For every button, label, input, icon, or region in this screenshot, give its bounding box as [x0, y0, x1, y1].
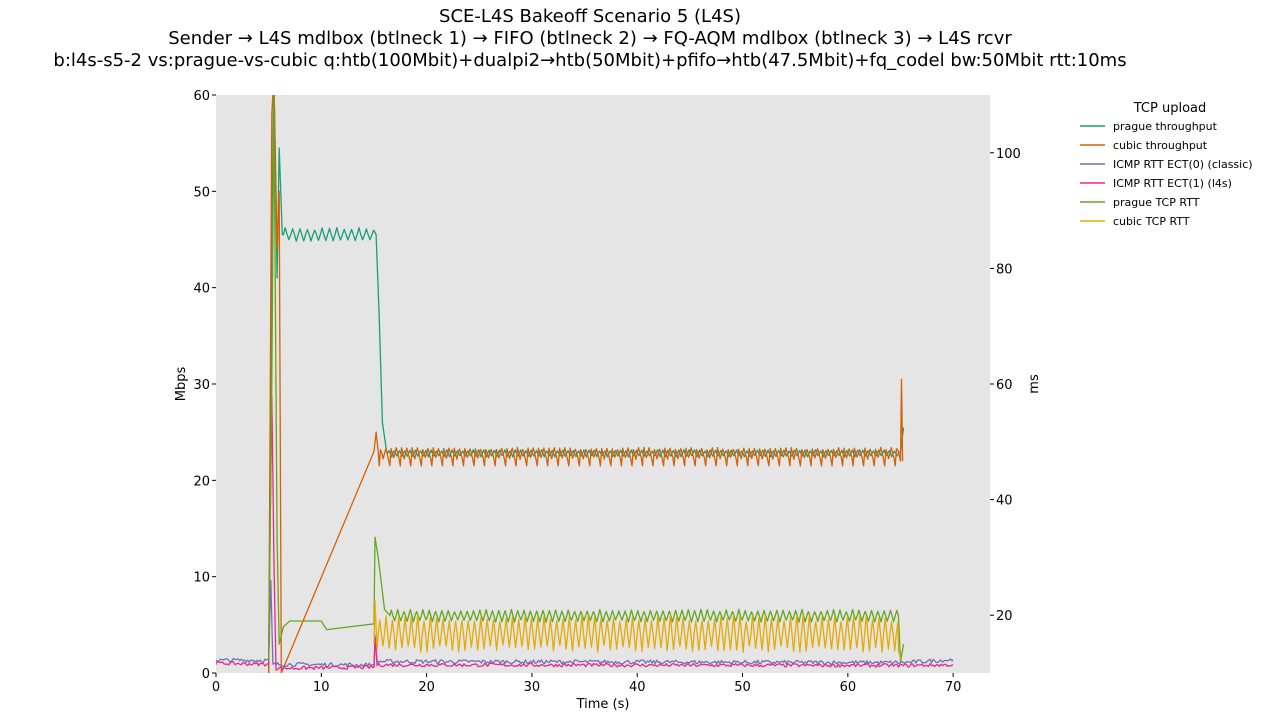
x-tick-label: 0: [212, 680, 220, 695]
y2-tick-label: 40: [996, 494, 1013, 509]
x-tick-label: 10: [313, 680, 330, 695]
series-line-cubic-tcp-rtt: [373, 600, 902, 659]
x-tick-label: 70: [945, 680, 962, 695]
chart-title: SCE-L4S Bakeoff Scenario 5 (L4S): [439, 6, 741, 27]
y2-axis-label: ms: [1027, 374, 1042, 394]
x-tick-label: 30: [524, 680, 541, 695]
x-tick-label: 50: [734, 680, 751, 695]
x-tick-label: 40: [629, 680, 646, 695]
y-tick-label: 30: [193, 378, 210, 393]
series-line-prague-throughput: [268, 95, 905, 673]
y-tick-label: 60: [193, 89, 210, 104]
y2-tick-label: 60: [996, 378, 1013, 393]
y2-tick-label: 80: [996, 262, 1013, 277]
y2-tick-label: 20: [996, 609, 1013, 624]
legend-entry-label: ICMP RTT ECT(1) (l4s): [1113, 177, 1232, 190]
y-axis-label: Mbps: [174, 367, 189, 402]
y-tick-label: 50: [193, 185, 210, 200]
x-tick-label: 20: [418, 680, 435, 695]
x-axis-label: Time (s): [576, 697, 630, 712]
y-tick-label: 10: [193, 571, 210, 586]
legend-title: TCP upload: [1133, 101, 1207, 116]
legend-entry-label: ICMP RTT ECT(0) (classic): [1113, 158, 1253, 171]
y2-tick-label: 100: [996, 147, 1021, 162]
series-line-cubic-throughput: [268, 95, 904, 673]
legend-entry-label: prague TCP RTT: [1113, 196, 1200, 209]
y-tick-label: 20: [193, 474, 210, 489]
axes-layer: 0 10 20 30 40 50 60 70 0 10 20 30 40 50 60 20 40 60 80 100: [193, 89, 1020, 695]
y-tick-label: 0: [202, 667, 210, 682]
series-layer: [216, 95, 954, 673]
series-line-icmp-rtt-ect-1-l4s: [216, 394, 954, 671]
y-tick-label: 40: [193, 282, 210, 297]
series-line-prague-tcp-rtt: [268, 95, 905, 663]
legend-entry-label: cubic throughput: [1113, 139, 1208, 152]
chart-subtitle-path: Sender → L4S mdlbox (btlneck 1) → FIFO (…: [168, 28, 1012, 49]
legend-entry-label: prague throughput: [1113, 120, 1218, 133]
x-tick-label: 60: [840, 680, 857, 695]
legend-entry-label: cubic TCP RTT: [1113, 215, 1190, 228]
plot-area: [216, 95, 990, 673]
legend: TCP upload prague throughput cubic through…: [1080, 101, 1253, 228]
chart-subtitle-config: b:l4s-s5-2 vs:prague-vs-cubic q:htb(100M…: [53, 50, 1127, 71]
